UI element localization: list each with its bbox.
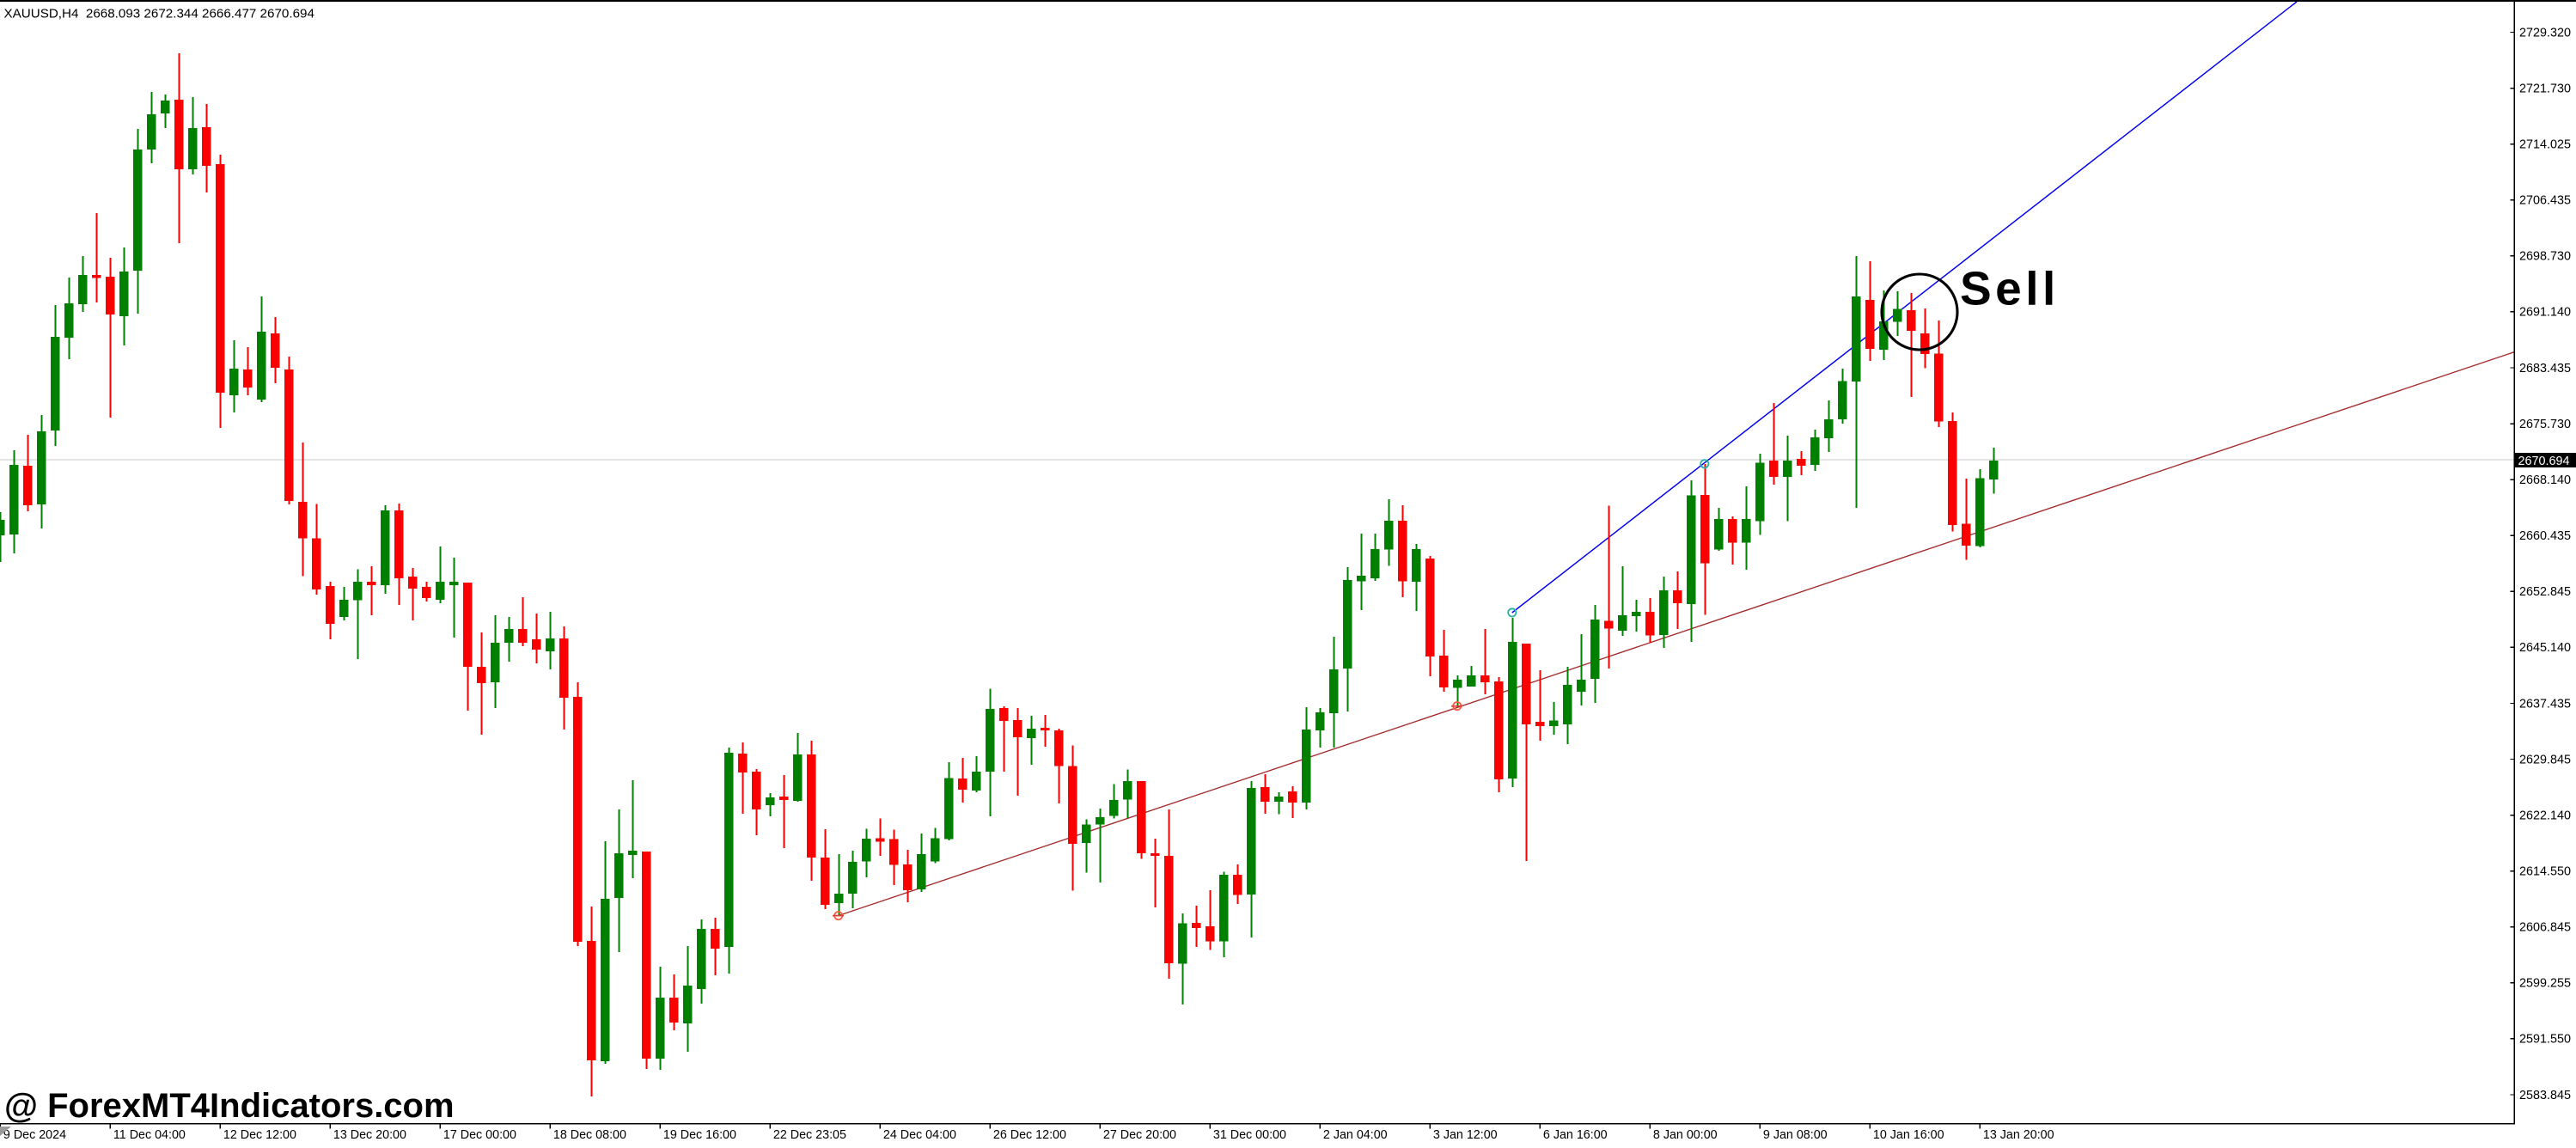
svg-text:24 Dec 04:00: 24 Dec 04:00	[883, 1128, 956, 1142]
svg-text:3 Jan 12:00: 3 Jan 12:00	[1433, 1128, 1498, 1142]
svg-text:13 Jan 20:00: 13 Jan 20:00	[1983, 1128, 2054, 1142]
svg-text:2706.435: 2706.435	[2519, 194, 2571, 208]
svg-text:2698.730: 2698.730	[2519, 250, 2571, 264]
svg-text:2622.140: 2622.140	[2519, 809, 2571, 822]
svg-text:2670.694: 2670.694	[2518, 455, 2570, 468]
svg-text:2591.550: 2591.550	[2519, 1033, 2571, 1047]
svg-text:19 Dec 16:00: 19 Dec 16:00	[663, 1128, 736, 1142]
svg-text:XAUUSD,H4 2668.093 2672.344 2: XAUUSD,H4 2668.093 2672.344 2666.477 267…	[4, 7, 314, 21]
svg-text:9 Dec 2024: 9 Dec 2024	[3, 1128, 66, 1142]
svg-text:2606.845: 2606.845	[2519, 921, 2571, 935]
svg-text:2691.140: 2691.140	[2519, 306, 2571, 320]
svg-text:@ ForexMT4Indicators.com: @ ForexMT4Indicators.com	[4, 1087, 455, 1125]
svg-text:2583.845: 2583.845	[2519, 1089, 2571, 1102]
svg-text:11 Dec 04:00: 11 Dec 04:00	[113, 1128, 186, 1142]
svg-text:27 Dec 20:00: 27 Dec 20:00	[1103, 1128, 1176, 1142]
svg-text:2714.025: 2714.025	[2519, 138, 2571, 152]
svg-text:22 Dec 23:05: 22 Dec 23:05	[773, 1128, 846, 1142]
svg-text:2675.730: 2675.730	[2519, 418, 2571, 431]
svg-text:2645.140: 2645.140	[2519, 641, 2571, 655]
svg-text:Sell: Sell	[1960, 262, 2060, 315]
svg-text:2614.550: 2614.550	[2519, 865, 2571, 879]
svg-text:2637.435: 2637.435	[2519, 697, 2571, 711]
svg-text:13 Dec 20:00: 13 Dec 20:00	[333, 1128, 406, 1142]
svg-text:12 Dec 12:00: 12 Dec 12:00	[223, 1128, 296, 1142]
svg-text:9 Jan 08:00: 9 Jan 08:00	[1763, 1128, 1828, 1142]
svg-text:2721.730: 2721.730	[2519, 82, 2571, 95]
svg-text:2729.320: 2729.320	[2519, 26, 2571, 40]
svg-text:31 Dec 00:00: 31 Dec 00:00	[1213, 1128, 1286, 1142]
svg-text:2660.435: 2660.435	[2519, 529, 2571, 543]
svg-text:2652.845: 2652.845	[2519, 585, 2571, 599]
svg-text:17 Dec 00:00: 17 Dec 00:00	[443, 1128, 516, 1142]
svg-text:2629.845: 2629.845	[2519, 753, 2571, 766]
svg-text:10 Jan 16:00: 10 Jan 16:00	[1873, 1128, 1944, 1142]
svg-text:2599.255: 2599.255	[2519, 977, 2571, 991]
svg-text:6 Jan 16:00: 6 Jan 16:00	[1543, 1128, 1608, 1142]
svg-text:18 Dec 08:00: 18 Dec 08:00	[553, 1128, 626, 1142]
svg-text:2683.435: 2683.435	[2519, 362, 2571, 376]
svg-text:2 Jan 04:00: 2 Jan 04:00	[1323, 1128, 1388, 1142]
svg-text:8 Jan 00:00: 8 Jan 00:00	[1653, 1128, 1718, 1142]
svg-text:2668.140: 2668.140	[2519, 473, 2571, 487]
svg-text:26 Dec 12:00: 26 Dec 12:00	[993, 1128, 1066, 1142]
